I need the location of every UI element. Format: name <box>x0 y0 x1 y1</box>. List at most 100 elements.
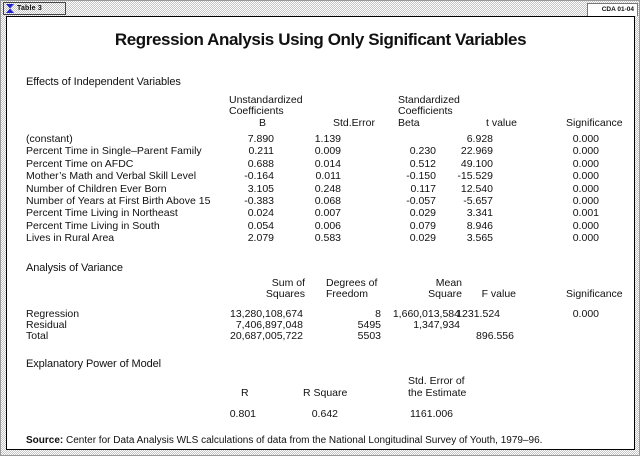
cell-t: 8.946 <box>466 219 493 232</box>
col-header-f-value: F value <box>481 288 516 300</box>
row-label: Percent Time on AFDC <box>26 157 134 170</box>
cell-se: 0.007 <box>314 207 341 220</box>
cell-beta: 0.230 <box>409 145 436 158</box>
col-header-t-value: t value <box>486 117 517 129</box>
power-value-see: 1161.006 <box>409 408 453 420</box>
cell-b: 0.211 <box>248 145 275 158</box>
power-value-r-square: 0.642 <box>311 408 338 420</box>
cell-b: 7.890 <box>247 133 274 145</box>
cell-se: 1.139 <box>314 133 341 145</box>
cell-b: 0.024 <box>247 207 274 220</box>
table-row: Percent Time on AFDC 0.688 0.014 0.512 4… <box>26 158 599 170</box>
cell-beta: 0.117 <box>410 182 437 195</box>
anova-row-label: Regression <box>26 308 80 320</box>
col-header-std-error-of: Std. Error of <box>408 375 465 387</box>
page-title: Regression Analysis Using Only Significa… <box>114 30 527 49</box>
tab-table-3[interactable]: Table 3 <box>3 2 66 15</box>
doc-code: CDA 01-04 <box>601 6 634 13</box>
cell-se: 0.014 <box>314 157 341 170</box>
cell-sig: 0.000 <box>572 219 599 232</box>
cell-se: 0.068 <box>314 195 341 208</box>
effects-section-heading: Effects of Independent Variables <box>26 76 181 88</box>
col-header-freedom: Freedom <box>326 288 369 300</box>
col-header-square: Square <box>428 288 462 300</box>
tab-label: Table 3 <box>17 5 43 12</box>
table-row: Mother’s Math and Verbal Skill Level -0.… <box>26 170 599 182</box>
col-header-beta: Beta <box>398 117 420 129</box>
cell-se: 0.006 <box>314 219 341 232</box>
table-row: Number of Children Ever Born 3.105 0.248… <box>26 183 599 195</box>
anova-cell-f: 896.556 <box>476 330 514 342</box>
col-header-coefficients: Coefficients <box>229 105 284 117</box>
cell-sig: 0.000 <box>572 232 599 245</box>
col-header-degrees-of: Degrees of <box>326 277 378 289</box>
anova-cell-df: 5495 <box>357 319 381 331</box>
power-section-heading: Explanatory Power of Model <box>26 358 161 370</box>
cell-sig: 0.000 <box>572 170 599 183</box>
col-header-significance: Significance <box>566 117 623 129</box>
effects-table: (constant) 7.890 1.139 6.928 0.000 Perce… <box>26 133 599 245</box>
cell-sig: 0.000 <box>572 145 599 158</box>
cell-sig: 0.000 <box>572 133 599 145</box>
cell-beta: -0.057 <box>406 195 436 208</box>
cell-t: 3.565 <box>466 232 493 245</box>
cell-sig: 0.000 <box>572 182 599 195</box>
table-row: Number of Years at First Birth Above 15 … <box>26 195 599 207</box>
cell-t: 3.341 <box>466 207 493 220</box>
anova-cell-ss: 20,687,005,722 <box>230 330 303 342</box>
cell-se: 0.009 <box>314 145 341 158</box>
cell-b: 2.079 <box>247 232 274 245</box>
cell-se: 0.583 <box>314 232 341 245</box>
col-header-mean: Mean <box>435 277 462 289</box>
cell-t: 6.928 <box>466 133 493 145</box>
col-header-r-square: R Square <box>303 387 348 399</box>
col-header-standardized: Standardized <box>398 94 460 106</box>
table-row: Lives in Rural Area 2.079 0.583 0.029 3.… <box>26 232 599 244</box>
table-row: Percent Time Living in Northeast 0.024 0… <box>26 207 599 219</box>
table-row: Percent Time Living in South 0.054 0.006… <box>26 220 599 232</box>
cell-beta: -0.150 <box>406 170 436 183</box>
cell-se: 0.248 <box>314 182 341 195</box>
cell-b: 3.105 <box>247 182 274 195</box>
cell-sig: 0.000 <box>572 195 599 208</box>
source-label: Source: <box>26 435 64 446</box>
anova-cell-df: 8 <box>375 308 381 320</box>
doc-code-tab: CDA 01-04 <box>587 3 638 16</box>
col-header-r: R <box>241 387 249 399</box>
row-label: Number of Children Ever Born <box>26 182 167 195</box>
row-label: Percent Time Living in Northeast <box>26 207 178 220</box>
cell-b: -0.164 <box>244 170 274 183</box>
power-value-r: 0.801 <box>229 408 256 420</box>
anova-cell-ss: 13,280,108,674 <box>230 308 303 320</box>
anova-section-heading: Analysis of Variance <box>26 262 123 274</box>
anova-cell-f: 1231.524 <box>456 308 500 320</box>
row-label: Lives in Rural Area <box>26 232 115 245</box>
row-label: Mother’s Math and Verbal Skill Level <box>26 170 197 183</box>
cell-b: -0.383 <box>244 195 274 208</box>
source-text: Center for Data Analysis WLS calculation… <box>66 435 543 446</box>
cell-t: 49.100 <box>460 157 493 170</box>
row-label: Percent Time in Single–Parent Family <box>26 145 202 158</box>
cell-b: 0.688 <box>247 157 274 170</box>
anova-cell-df: 5503 <box>357 330 381 342</box>
cell-sig: 0.000 <box>572 157 599 170</box>
table-hourglass-icon <box>6 4 14 13</box>
row-label: (constant) <box>26 133 73 145</box>
col-header-unstandardized: Unstandardized <box>229 94 303 106</box>
col-header-the-estimate: the Estimate <box>408 387 467 399</box>
col-header-coefficients-2: Coefficients <box>398 105 453 117</box>
anova-cell-sig: 0.000 <box>572 308 599 320</box>
source-line: Source: Center for Data Analysis WLS cal… <box>26 435 542 447</box>
cell-t: 12.540 <box>460 182 493 195</box>
cell-b: 0.054 <box>247 219 274 232</box>
cell-t: 22.969 <box>460 145 493 158</box>
cell-t: -5.657 <box>463 195 493 208</box>
cell-beta <box>341 133 436 145</box>
cell-beta: 0.512 <box>409 157 436 170</box>
cell-beta: 0.079 <box>409 219 436 232</box>
table-row: (constant) 7.890 1.139 6.928 0.000 <box>26 133 599 145</box>
col-header-significance-anova: Significance <box>566 288 623 300</box>
col-header-sum-of: Sum of <box>271 277 305 289</box>
col-header-squares: Squares <box>265 288 305 300</box>
